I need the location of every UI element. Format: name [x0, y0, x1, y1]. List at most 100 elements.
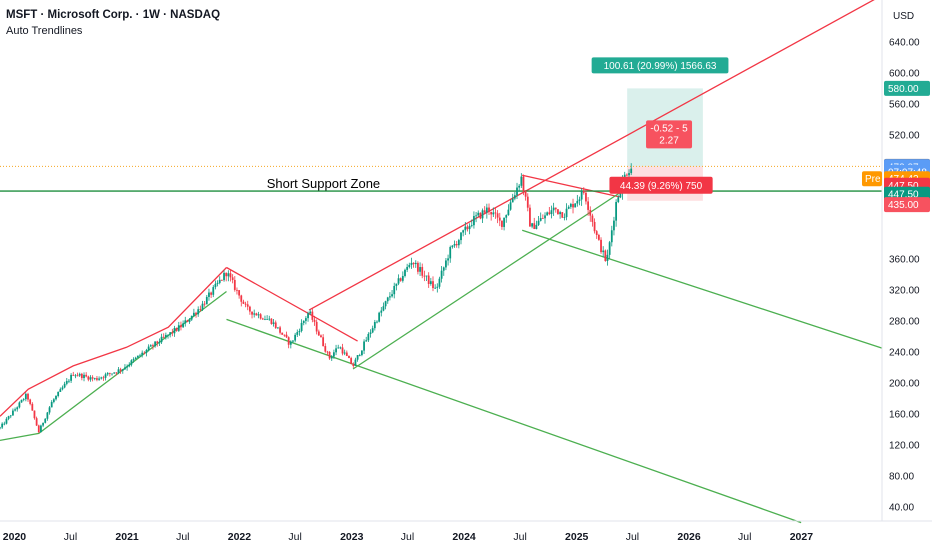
- candle[interactable]: [485, 203, 488, 219]
- candle[interactable]: [617, 195, 620, 204]
- candle[interactable]: [259, 313, 262, 320]
- candle[interactable]: [266, 315, 269, 320]
- candle[interactable]: [557, 209, 559, 215]
- candle[interactable]: [119, 367, 122, 374]
- candle[interactable]: [296, 329, 299, 338]
- price-badge-stop[interactable]: 435.00: [884, 197, 930, 213]
- candle[interactable]: [169, 332, 172, 338]
- candle[interactable]: [358, 353, 361, 357]
- candle[interactable]: [7, 415, 10, 421]
- candle[interactable]: [76, 372, 79, 377]
- symbol-title[interactable]: MSFT · Microsoft Corp. · 1W · NASDAQ: [6, 8, 220, 22]
- candle[interactable]: [460, 232, 462, 245]
- candle[interactable]: [393, 282, 396, 299]
- green-trendline-2[interactable]: [226, 318, 802, 524]
- candle[interactable]: [606, 249, 609, 266]
- candle[interactable]: [580, 188, 583, 206]
- candle[interactable]: [593, 218, 596, 234]
- candle[interactable]: [218, 276, 221, 285]
- red-trendline-4[interactable]: [522, 174, 620, 198]
- candle[interactable]: [173, 325, 176, 337]
- candle[interactable]: [552, 202, 555, 216]
- candle[interactable]: [35, 416, 38, 427]
- stop-measure-label[interactable]: 44.39 (9.26%) 750: [609, 176, 713, 194]
- candle[interactable]: [192, 308, 195, 317]
- candle[interactable]: [283, 334, 286, 337]
- candle[interactable]: [195, 311, 197, 318]
- candle[interactable]: [44, 418, 47, 424]
- candle[interactable]: [80, 372, 83, 381]
- candle[interactable]: [505, 214, 508, 223]
- candle[interactable]: [406, 263, 409, 273]
- candle[interactable]: [46, 411, 49, 421]
- candle[interactable]: [0, 426, 1, 430]
- candle[interactable]: [40, 424, 42, 433]
- candle[interactable]: [208, 288, 210, 301]
- candle[interactable]: [287, 336, 290, 349]
- candle[interactable]: [473, 211, 475, 229]
- candle[interactable]: [539, 212, 542, 222]
- candle[interactable]: [197, 306, 200, 317]
- candle[interactable]: [145, 348, 148, 357]
- candle[interactable]: [574, 203, 577, 208]
- candle[interactable]: [436, 283, 439, 293]
- candle[interactable]: [488, 203, 490, 215]
- candle[interactable]: [475, 212, 477, 223]
- candle[interactable]: [498, 212, 501, 227]
- candle[interactable]: [152, 343, 154, 350]
- candle[interactable]: [371, 325, 374, 334]
- candle[interactable]: [14, 407, 16, 412]
- candle[interactable]: [434, 284, 437, 290]
- candle[interactable]: [511, 193, 514, 203]
- candle[interactable]: [591, 213, 594, 227]
- candle[interactable]: [1, 422, 4, 429]
- candle[interactable]: [399, 277, 402, 282]
- candle[interactable]: [404, 268, 406, 278]
- candle[interactable]: [419, 262, 421, 277]
- candle[interactable]: [526, 193, 529, 212]
- candle[interactable]: [322, 334, 325, 347]
- candle[interactable]: [18, 401, 21, 409]
- candle[interactable]: [175, 327, 178, 332]
- candle[interactable]: [298, 328, 301, 336]
- candle[interactable]: [100, 376, 103, 380]
- green-trendline-3[interactable]: [352, 192, 620, 370]
- candle[interactable]: [509, 199, 512, 211]
- candle[interactable]: [216, 280, 219, 287]
- candle[interactable]: [345, 350, 348, 357]
- candle[interactable]: [72, 371, 75, 376]
- candle[interactable]: [141, 350, 144, 358]
- candle[interactable]: [524, 190, 527, 201]
- candle[interactable]: [154, 341, 157, 348]
- candle[interactable]: [317, 329, 320, 336]
- candle[interactable]: [615, 199, 618, 227]
- candle[interactable]: [315, 319, 318, 335]
- candle[interactable]: [608, 240, 611, 259]
- candle[interactable]: [302, 320, 305, 326]
- candle[interactable]: [490, 211, 493, 221]
- candle[interactable]: [421, 263, 424, 279]
- candle[interactable]: [554, 207, 557, 213]
- candle[interactable]: [391, 290, 393, 298]
- candle[interactable]: [156, 340, 159, 347]
- candle[interactable]: [363, 339, 365, 354]
- candle[interactable]: [246, 300, 249, 311]
- candle[interactable]: [132, 357, 135, 363]
- candle[interactable]: [272, 319, 275, 327]
- candle[interactable]: [201, 300, 204, 311]
- candle[interactable]: [111, 373, 113, 376]
- candle[interactable]: [229, 269, 232, 282]
- candle[interactable]: [541, 214, 544, 219]
- candle[interactable]: [410, 257, 413, 269]
- candle[interactable]: [427, 272, 430, 288]
- candle[interactable]: [276, 327, 279, 330]
- candle[interactable]: [373, 319, 376, 331]
- candle[interactable]: [5, 417, 8, 425]
- candle[interactable]: [199, 305, 202, 312]
- candle[interactable]: [412, 262, 415, 268]
- candle[interactable]: [180, 321, 182, 331]
- candle[interactable]: [106, 372, 109, 376]
- candle[interactable]: [87, 375, 90, 382]
